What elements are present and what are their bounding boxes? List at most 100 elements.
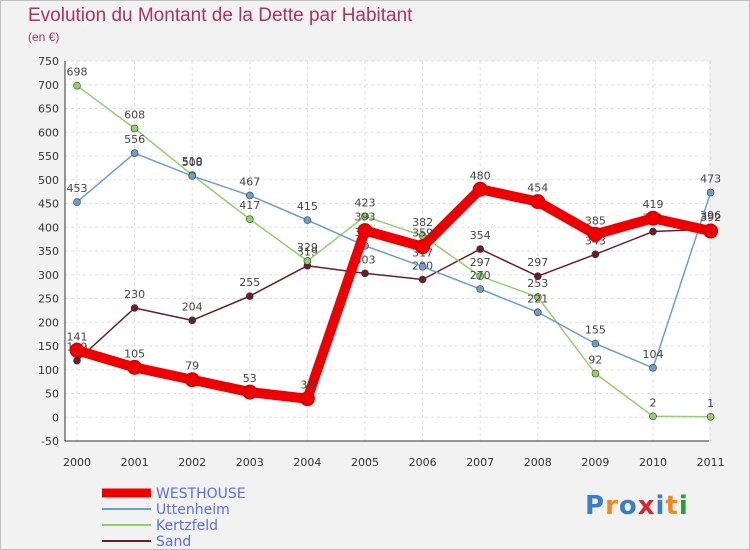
series-point-sand (649, 227, 657, 236)
legend-label-kertzfeld: Kertzfeld (156, 518, 218, 534)
y-tick-label: -50 (41, 435, 59, 448)
data-label-uttenheim: 473 (700, 173, 721, 186)
y-tick-label: 400 (38, 221, 59, 234)
data-label-westhouse: 359 (412, 227, 433, 240)
y-tick-label: 700 (38, 79, 59, 92)
data-label-uttenheim: 415 (297, 200, 318, 213)
series-point-uttenheim (418, 262, 427, 271)
series-point-sand (533, 272, 542, 280)
y-tick-label: 350 (38, 245, 59, 258)
data-label-sand: 354 (470, 229, 491, 242)
data-label-westhouse: 79 (185, 360, 199, 373)
series-line-kertzfeld (76, 84, 712, 418)
x-tick-label: 2006 (409, 456, 437, 469)
data-label-kertzfeld: 329 (297, 241, 318, 254)
y-tick-label: 150 (38, 340, 59, 353)
chart-subtitle: (en €) (28, 30, 60, 44)
y-tick-label: 450 (38, 198, 59, 211)
series-point-westhouse (415, 239, 431, 255)
series-point-westhouse (184, 372, 200, 388)
series-point-kertzfeld (649, 412, 657, 421)
series-point-westhouse (703, 223, 719, 239)
series-line-sand (76, 228, 712, 362)
x-tick-label: 2002 (178, 456, 206, 469)
series-point-uttenheim (706, 188, 715, 197)
x-tick-label: 2007 (466, 456, 494, 469)
data-label-sand: 396 (700, 209, 721, 222)
data-label-westhouse: 393 (355, 211, 376, 224)
x-tick-label: 2005 (351, 456, 379, 469)
data-label-kertzfeld: 92 (588, 354, 602, 367)
chart-title: Evolution du Montant de la Dette par Hab… (28, 5, 413, 26)
data-label-westhouse: 105 (124, 347, 145, 360)
y-tick-label: 50 (45, 388, 59, 401)
series-point-uttenheim (533, 308, 542, 317)
data-label-sand: 319 (297, 246, 318, 259)
series-point-kertzfeld (706, 412, 715, 421)
series-point-westhouse (69, 342, 85, 358)
data-label-kertzfeld: 382 (412, 216, 433, 229)
y-tick-label: 550 (38, 150, 59, 163)
data-label-westhouse: 392 (700, 211, 721, 224)
series-line-uttenheim (76, 152, 712, 369)
y-tick-label: 500 (38, 174, 59, 187)
data-label-sand: 230 (124, 288, 145, 301)
series-point-westhouse (299, 391, 315, 407)
series-point-uttenheim (591, 339, 600, 348)
proxiti-logo: Proxiti (585, 491, 689, 521)
series-point-sand (130, 304, 139, 312)
series-point-uttenheim (476, 285, 485, 293)
x-tick-label: 2010 (639, 456, 667, 469)
y-tick-label: 300 (38, 269, 59, 282)
data-label-uttenheim: 508 (182, 156, 203, 169)
series-line-westhouse (72, 184, 716, 404)
series-point-uttenheim (246, 191, 254, 200)
data-label-westhouse: 39 (300, 379, 314, 392)
series-point-kertzfeld (303, 257, 312, 265)
series-point-kertzfeld (130, 124, 139, 133)
series-point-sand (188, 316, 196, 325)
data-label-kertzfeld: 608 (124, 108, 145, 121)
x-tick-label: 2000 (63, 456, 91, 469)
data-label-westhouse: 53 (243, 372, 257, 385)
data-label-westhouse: 419 (643, 198, 664, 211)
data-label-kertzfeld: 423 (355, 196, 376, 209)
data-label-uttenheim: 104 (643, 348, 664, 361)
y-tick-label: 600 (38, 126, 59, 139)
series-point-westhouse (127, 359, 143, 375)
series-point-kertzfeld (533, 293, 542, 301)
data-label-kertzfeld: 510 (182, 155, 203, 168)
data-label-sand: 297 (527, 256, 548, 269)
series-point-uttenheim (303, 216, 312, 224)
series-point-westhouse (645, 210, 661, 226)
series-point-kertzfeld (476, 272, 485, 280)
data-label-westhouse: 141 (67, 330, 88, 343)
y-tick-label: 650 (38, 103, 59, 116)
data-label-uttenheim: 221 (527, 292, 548, 305)
data-label-sand: 255 (239, 276, 260, 289)
series-point-westhouse (530, 194, 546, 210)
y-tick-label: 250 (38, 293, 59, 306)
series-point-sand (246, 292, 254, 300)
data-label-uttenheim: 556 (124, 133, 145, 146)
y-tick-label: 200 (38, 316, 59, 329)
y-tick-label: 750 (38, 55, 59, 68)
data-label-westhouse: 480 (470, 169, 491, 182)
data-label-kertzfeld: 1 (707, 397, 714, 410)
series-point-uttenheim (649, 364, 657, 372)
series-point-kertzfeld (591, 369, 600, 378)
x-tick-label: 2001 (121, 456, 149, 469)
series-point-kertzfeld (246, 215, 254, 223)
data-label-uttenheim: 467 (239, 175, 260, 188)
data-label-kertzfeld: 253 (527, 277, 548, 290)
series-point-sand (418, 275, 427, 284)
data-label-kertzfeld: 698 (67, 66, 88, 79)
series-point-westhouse (357, 223, 373, 239)
series-point-westhouse (472, 181, 488, 197)
x-tick-label: 2003 (236, 456, 264, 469)
data-label-kertzfeld: 297 (470, 256, 491, 269)
data-label-kertzfeld: 417 (239, 199, 260, 212)
legend-label-uttenheim: Uttenheim (156, 502, 230, 518)
data-label-westhouse: 454 (527, 182, 548, 195)
series-point-sand (73, 356, 81, 365)
